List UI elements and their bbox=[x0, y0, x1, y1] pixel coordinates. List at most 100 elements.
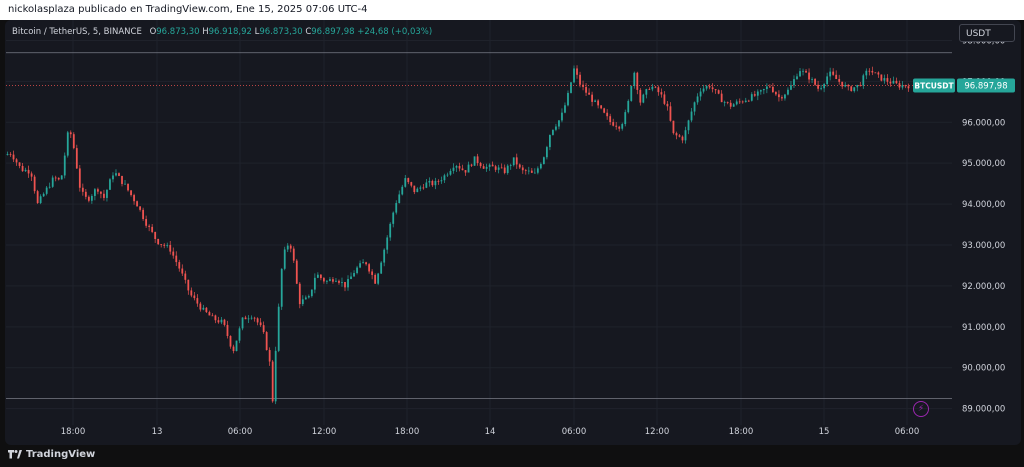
candle-body bbox=[711, 87, 714, 90]
candle-body bbox=[814, 79, 816, 85]
candle-body bbox=[226, 324, 229, 336]
y-tick-label: 91.000,00 bbox=[962, 323, 1005, 333]
candle-body bbox=[600, 105, 603, 109]
candle-body bbox=[678, 135, 681, 137]
last-price-tag-label: 96.897,98 bbox=[964, 82, 1007, 92]
candle-body bbox=[892, 80, 895, 84]
candle-body bbox=[9, 154, 12, 155]
lightning-icon[interactable]: ⚡ bbox=[913, 401, 929, 417]
candle-body bbox=[36, 191, 39, 204]
candle-body bbox=[380, 262, 383, 274]
symbol-legend: Bitcoin / TetherUS, 5, BINANCE O96.873,3… bbox=[12, 27, 432, 37]
candle-body bbox=[747, 100, 750, 102]
currency-button[interactable]: USDT bbox=[959, 24, 1015, 42]
candle-body bbox=[253, 317, 256, 319]
candle-body bbox=[383, 249, 386, 263]
candle-body bbox=[765, 86, 768, 90]
candle-body bbox=[552, 129, 554, 135]
y-tick-label: 95.000,00 bbox=[962, 159, 1005, 169]
y-tick-label: 96.000,00 bbox=[962, 118, 1005, 128]
candle-body bbox=[666, 103, 669, 107]
candle-body bbox=[880, 74, 883, 81]
candle-body bbox=[479, 163, 482, 167]
candle-body bbox=[521, 167, 524, 171]
candle-body bbox=[591, 94, 593, 102]
candle-body bbox=[681, 136, 684, 141]
candle-body bbox=[654, 86, 657, 88]
candle-body bbox=[693, 102, 696, 112]
candle-body bbox=[672, 120, 675, 134]
candle-body bbox=[280, 268, 283, 307]
candle-body bbox=[799, 71, 801, 77]
candle-body bbox=[832, 71, 835, 75]
candle-body bbox=[326, 280, 328, 282]
candle-body bbox=[72, 134, 75, 149]
y-tick-label: 93.000,00 bbox=[962, 241, 1005, 251]
last-price-tag bbox=[957, 78, 1015, 93]
candle-body bbox=[157, 238, 160, 245]
candle-body bbox=[856, 84, 859, 88]
candle-body bbox=[39, 196, 42, 204]
candle-body bbox=[398, 194, 401, 204]
candle-body bbox=[181, 268, 184, 274]
candle-body bbox=[497, 167, 500, 170]
candle-body bbox=[558, 120, 560, 127]
candle-body bbox=[564, 105, 566, 113]
footer-brand: TradingView bbox=[26, 449, 96, 460]
candle-body bbox=[244, 317, 247, 320]
candle-body bbox=[907, 86, 910, 89]
x-tick-label: 14 bbox=[485, 427, 496, 437]
candle-body bbox=[898, 83, 901, 88]
candle-body bbox=[482, 166, 485, 169]
candle-body bbox=[277, 306, 280, 351]
candle-body bbox=[75, 148, 78, 169]
candle-body bbox=[576, 68, 578, 75]
candle-body bbox=[63, 155, 66, 176]
high-label: H bbox=[202, 27, 209, 37]
candle-body bbox=[609, 116, 612, 123]
candle-body bbox=[160, 244, 163, 245]
candle-body bbox=[356, 267, 358, 274]
candle-body bbox=[759, 90, 762, 92]
candle-body bbox=[853, 87, 856, 92]
candle-body bbox=[787, 89, 789, 95]
x-tick-label: 18:00 bbox=[61, 427, 86, 437]
candle-body bbox=[199, 303, 202, 310]
candle-body bbox=[27, 169, 30, 174]
x-tick-label: 06:00 bbox=[562, 427, 587, 437]
candle-body bbox=[871, 70, 874, 73]
candle-body bbox=[467, 164, 470, 173]
candle-body bbox=[771, 86, 774, 93]
candle-body bbox=[503, 167, 506, 173]
candle-body bbox=[48, 186, 51, 188]
candle-body bbox=[45, 187, 48, 194]
candle-body bbox=[151, 226, 154, 232]
candle-body bbox=[732, 104, 735, 107]
candle-body bbox=[663, 94, 666, 104]
candle-body bbox=[338, 280, 340, 283]
candle-body bbox=[539, 163, 542, 169]
candle-body bbox=[229, 335, 232, 347]
candle-body bbox=[606, 112, 609, 117]
candle-body bbox=[175, 255, 178, 263]
candle-body bbox=[615, 125, 618, 127]
candle-body bbox=[612, 122, 615, 126]
candle-body bbox=[202, 307, 205, 310]
candle-body bbox=[621, 124, 624, 129]
candle-body bbox=[446, 174, 449, 176]
candle-body bbox=[410, 182, 413, 186]
candle-body bbox=[533, 172, 536, 174]
candle-body bbox=[494, 166, 497, 170]
candle-body bbox=[87, 196, 90, 201]
candle-body bbox=[452, 167, 455, 171]
candle-body bbox=[217, 320, 220, 323]
candle-body bbox=[835, 74, 838, 80]
candle-body bbox=[295, 260, 298, 284]
candle-body bbox=[196, 298, 199, 304]
candle-body bbox=[811, 79, 813, 80]
candle-body bbox=[527, 170, 530, 172]
candle-body bbox=[148, 225, 151, 227]
candle-body bbox=[585, 86, 587, 93]
candle-body bbox=[491, 164, 494, 167]
